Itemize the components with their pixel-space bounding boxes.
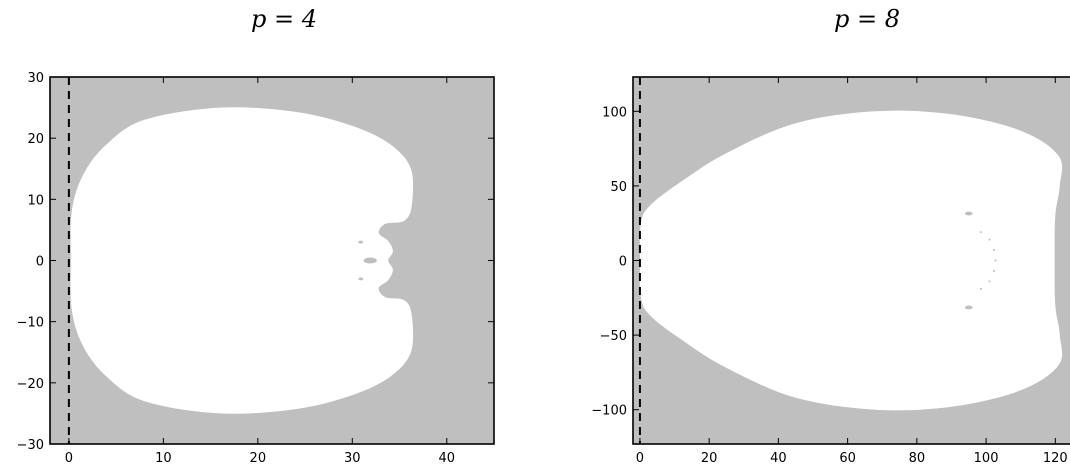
region-hole	[363, 257, 377, 264]
region-hole	[358, 277, 364, 281]
y-tick-label: 10	[27, 193, 44, 208]
x-tick-label: 20	[701, 451, 718, 466]
region-hole	[994, 259, 997, 262]
region-hole	[964, 305, 973, 310]
stable-region	[70, 107, 414, 414]
y-tick-label: −10	[17, 316, 44, 331]
region-hole	[988, 280, 991, 283]
region-hole	[993, 249, 996, 252]
region-hole	[993, 269, 996, 272]
x-tick-label: 30	[344, 451, 361, 466]
y-tick-label: 30	[27, 71, 44, 86]
x-tick-label: 0	[636, 451, 644, 466]
x-tick-label: 10	[155, 451, 172, 466]
region-hole	[988, 238, 991, 241]
y-tick-label: 0	[36, 255, 44, 270]
stable-region	[639, 110, 1063, 411]
y-tick-label: 20	[27, 132, 44, 147]
y-tick-label: −20	[17, 377, 44, 392]
x-tick-label: 60	[839, 451, 856, 466]
chart-title: p = 4	[251, 5, 317, 33]
y-tick-label: 100	[602, 105, 627, 120]
x-tick-label: 120	[1043, 451, 1068, 466]
x-tick-label: 100	[974, 451, 999, 466]
y-tick-label: 50	[610, 180, 627, 195]
region-hole	[979, 287, 982, 290]
y-tick-label: −100	[591, 404, 627, 419]
x-tick-label: 40	[438, 451, 455, 466]
y-tick-label: 0	[619, 255, 627, 270]
region-hole	[358, 240, 364, 244]
subplot-2: 0 20 40 60 80 100 120 −100 −50 0 50 100 p = 8	[591, 5, 1070, 466]
x-tick-label: 80	[909, 451, 926, 466]
x-tick-label: 0	[65, 451, 73, 466]
x-tick-label: 20	[250, 451, 267, 466]
y-tick-label: −30	[17, 438, 44, 453]
y-tick-label: −50	[600, 329, 627, 344]
x-tick-label: 40	[770, 451, 787, 466]
region-hole	[979, 231, 982, 234]
region-hole	[964, 211, 973, 216]
chart-title: p = 8	[834, 5, 900, 33]
subplot-1: 0 10 20 30 40 −30 −20 −10 0 10 20 30 p = 4	[17, 5, 495, 466]
